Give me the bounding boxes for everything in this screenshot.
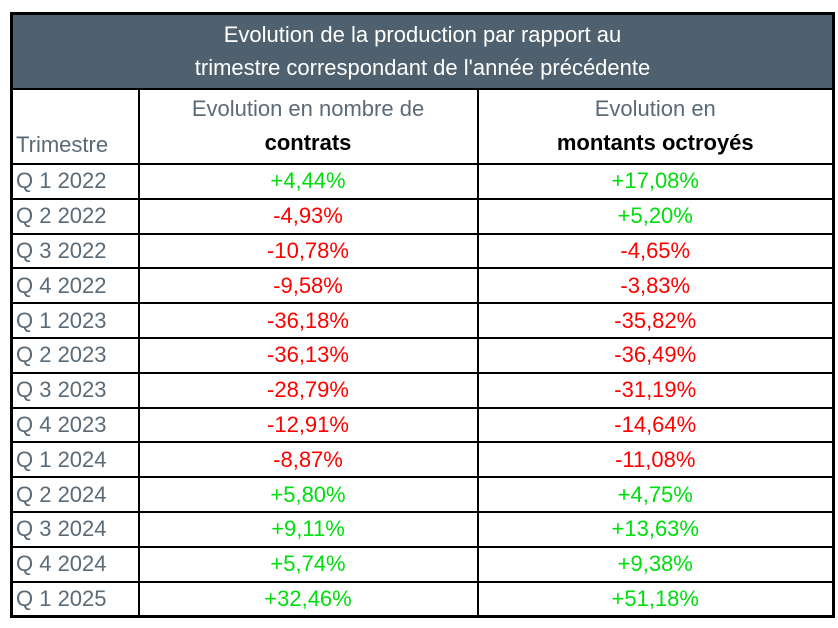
amounts-value-cell: -3,83% [476, 267, 835, 305]
amounts-value-cell: -14,64% [476, 406, 835, 444]
contracts-value-cell: -12,91% [137, 406, 479, 444]
quarter-cell: Q 2 2023 [10, 336, 140, 374]
contracts-value-cell: -36,18% [137, 302, 479, 339]
contracts-value-cell: -4,93% [137, 197, 479, 235]
table-row: Q 3 2022 -10,78% -4,65% [10, 232, 835, 270]
column-header-amounts: Evolution en montants octroyés [476, 88, 835, 165]
table-row: Q 1 2024 -8,87% -11,08% [10, 441, 835, 479]
contracts-value-cell: -8,87% [137, 441, 479, 479]
contracts-value-cell: -28,79% [137, 371, 479, 409]
amounts-value-cell: -35,82% [476, 302, 835, 339]
table-title-line2: trimestre correspondant de l'année précé… [194, 55, 651, 80]
table-row: Q 1 2022 +4,44% +17,08% [10, 163, 835, 200]
quarter-cell: Q 2 2024 [10, 476, 140, 513]
table-row: Q 4 2022 -9,58% -3,83% [10, 267, 835, 305]
amounts-value-cell: +51,18% [476, 580, 835, 618]
column-header-amounts-line2: montants octroyés [556, 130, 754, 155]
table-row: Q 3 2024 +9,11% +13,63% [10, 510, 835, 548]
quarter-cell: Q 3 2023 [10, 371, 140, 409]
amounts-value-cell: -11,08% [476, 441, 835, 479]
quarter-cell: Q 1 2025 [10, 580, 140, 618]
amounts-value-cell: +17,08% [476, 163, 835, 200]
column-header-contracts: Evolution en nombre de contrats [137, 88, 479, 165]
amounts-value-cell: -4,65% [476, 232, 835, 270]
table-row: Q 2 2024 +5,80% +4,75% [10, 476, 835, 513]
contracts-value-cell: -9,58% [137, 267, 479, 305]
quarter-cell: Q 3 2024 [10, 510, 140, 548]
quarter-cell: Q 3 2022 [10, 232, 140, 270]
table-row: Q 4 2024 +5,74% +9,38% [10, 545, 835, 583]
contracts-value-cell: +5,74% [137, 545, 479, 583]
column-header-trimestre: Trimestre [10, 88, 140, 165]
table-row: Q 3 2023 -28,79% -31,19% [10, 371, 835, 409]
contracts-value-cell: -10,78% [137, 232, 479, 270]
table-row: Q 2 2022 -4,93% +5,20% [10, 197, 835, 235]
quarter-cell: Q 4 2022 [10, 267, 140, 305]
column-header-contracts-line2: contrats [264, 130, 352, 155]
contracts-value-cell: +9,11% [137, 510, 479, 548]
column-header-row: Trimestre Evolution en nombre de contrat… [10, 88, 835, 165]
amounts-value-cell: +5,20% [476, 197, 835, 235]
contracts-value-cell: -36,13% [137, 336, 479, 374]
quarter-cell: Q 4 2024 [10, 545, 140, 583]
production-evolution-table: Evolution de la production par rapport a… [10, 12, 835, 618]
table-row: Q 2 2023 -36,13% -36,49% [10, 336, 835, 374]
amounts-value-cell: -36,49% [476, 336, 835, 374]
contracts-value-cell: +4,44% [137, 163, 479, 200]
contracts-value-cell: +32,46% [137, 580, 479, 618]
table-row: Q 1 2025 +32,46% +51,18% [10, 580, 835, 618]
amounts-value-cell: -31,19% [476, 371, 835, 409]
amounts-value-cell: +4,75% [476, 476, 835, 513]
table-row: Q 1 2023 -36,18% -35,82% [10, 302, 835, 339]
column-header-contracts-line1: Evolution en nombre de [191, 96, 425, 121]
amounts-value-cell: +13,63% [476, 510, 835, 548]
table-row: Q 4 2023 -12,91% -14,64% [10, 406, 835, 444]
column-header-amounts-line1: Evolution en [594, 96, 716, 121]
contracts-value-cell: +5,80% [137, 476, 479, 513]
quarter-cell: Q 1 2023 [10, 302, 140, 339]
table-title-row: Evolution de la production par rapport a… [10, 12, 835, 90]
quarter-cell: Q 2 2022 [10, 197, 140, 235]
amounts-value-cell: +9,38% [476, 545, 835, 583]
quarter-cell: Q 4 2023 [10, 406, 140, 444]
quarter-cell: Q 1 2022 [10, 163, 140, 200]
table-title: Evolution de la production par rapport a… [10, 12, 835, 90]
quarter-cell: Q 1 2024 [10, 441, 140, 479]
table-title-line1: Evolution de la production par rapport a… [223, 22, 622, 47]
